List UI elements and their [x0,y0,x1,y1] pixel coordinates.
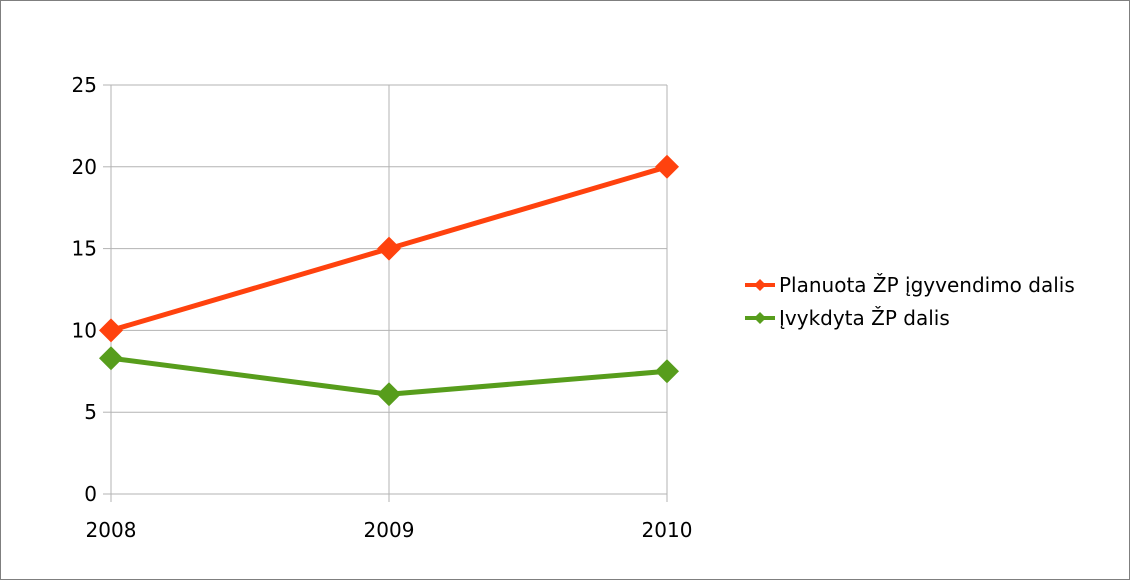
gridlines [110,84,668,495]
y-tick-labels: 0 5 10 15 20 25 [72,73,97,506]
data-point-marker [377,236,401,261]
legend-marker-1 [754,312,766,324]
y-tick-label: 15 [72,237,97,261]
y-tick-label: 0 [84,482,97,506]
x-tick-labels: 2008 2009 2010 [86,518,693,542]
data-point-marker [655,154,679,179]
y-tick-label: 20 [72,155,97,179]
x-tick-label: 2008 [86,518,137,542]
data-point-marker [99,318,123,343]
data-point-marker [655,359,679,384]
data-point-marker [377,382,401,407]
series-group [99,154,679,407]
x-tick-label: 2010 [642,518,693,542]
legend-label-0: Planuota ŽP įgyvendimo dalis [779,273,1075,297]
legend: Planuota ŽP įgyvendimo dalis Įvykdyta ŽP … [745,273,1075,330]
axes [103,84,668,502]
y-tick-label: 10 [72,318,97,342]
data-point-marker [99,346,123,371]
y-tick-label: 25 [72,73,97,97]
legend-marker-0 [754,279,766,291]
y-tick-label: 5 [84,400,97,424]
x-tick-label: 2009 [364,518,415,542]
legend-label-1: Įvykdyta ŽP dalis [779,306,950,330]
